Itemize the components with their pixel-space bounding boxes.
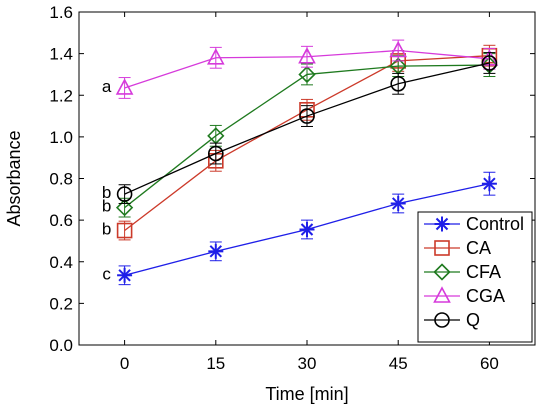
legend-label: Q: [466, 310, 480, 330]
significance-letter: a: [102, 77, 112, 96]
significance-letter: c: [102, 264, 111, 283]
series-layer: [115, 39, 499, 286]
data-point: [299, 108, 315, 124]
legend-item-ca: CA: [424, 238, 491, 258]
y-tick-label: 1.2: [49, 86, 73, 105]
series-control: [117, 171, 497, 286]
y-tick-label: 1.0: [49, 128, 73, 147]
legend-label: CFA: [466, 262, 501, 282]
legend-item-q: Q: [424, 310, 480, 330]
x-tick-label: 0: [120, 354, 129, 373]
legend-label: Control: [466, 214, 524, 234]
data-point: [116, 186, 133, 202]
legend-item-cfa: CFA: [424, 262, 501, 282]
data-point: [389, 40, 408, 58]
data-point: [390, 76, 407, 92]
legend-marker: [434, 312, 450, 328]
y-tick-label: 0.4: [49, 253, 73, 272]
data-point: [390, 195, 406, 211]
data-point: [115, 78, 134, 95]
legend: Control CA CFA CGA Q: [417, 211, 533, 343]
data-point: [208, 243, 224, 259]
data-point: [206, 48, 225, 65]
data-point: [117, 267, 133, 283]
data-point: [481, 176, 497, 192]
annotations: a bbb c: [102, 77, 112, 283]
data-point: [299, 221, 315, 237]
data-point: [298, 65, 316, 84]
significance-letter: b: [102, 197, 111, 216]
legend-item-control: Control: [424, 214, 524, 234]
y-tick-label: 0.2: [49, 294, 73, 313]
x-tick-label: 60: [480, 354, 499, 373]
y-tick-label: 0.6: [49, 211, 73, 230]
data-point: [208, 145, 224, 162]
legend-item-cga: CGA: [424, 286, 505, 306]
y-axis-label: Absorbance: [4, 130, 24, 226]
series-line: [124, 64, 490, 209]
y-tick-label: 1.4: [49, 45, 73, 64]
data-point: [116, 222, 133, 239]
significance-letter: b: [102, 183, 111, 202]
data-point: [115, 199, 134, 217]
y-tick-label: 0.0: [49, 336, 73, 355]
x-axis-label: Time [min]: [265, 384, 348, 404]
legend-label: CGA: [466, 286, 505, 306]
x-tick-label: 30: [298, 354, 317, 373]
significance-letter: b: [102, 220, 111, 239]
x-axis-ticks: 0 15 30 45 60: [120, 12, 499, 373]
legend-marker: [433, 263, 451, 281]
y-tick-label: 0.8: [49, 170, 73, 189]
legend-marker: [434, 216, 450, 232]
legend-label: CA: [466, 238, 491, 258]
x-tick-label: 45: [389, 354, 408, 373]
y-axis-ticks: 0.0 0.2 0.4 0.6 0.8 1.0 1.2 1.4 1.6: [49, 3, 535, 355]
legend-marker: [433, 286, 451, 303]
data-point: [481, 55, 498, 71]
data-point: [298, 47, 316, 64]
y-tick-label: 1.6: [49, 3, 73, 22]
series-q: [116, 52, 498, 204]
legend-marker: [434, 240, 450, 256]
x-tick-label: 15: [206, 354, 225, 373]
